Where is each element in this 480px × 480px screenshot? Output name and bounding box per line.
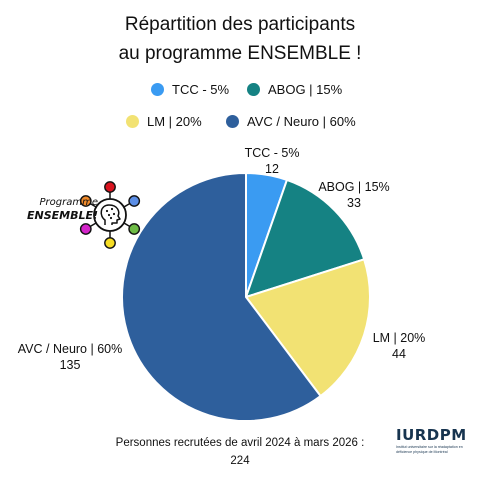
chart-title: Répartition des participants au programm… [0,10,480,68]
slice-label-tcc: TCC - 5% 12 [228,145,316,177]
slice-label-abog: ABOG | 15% 33 [304,179,404,211]
legend-label-tcc: TCC - 5% [172,82,230,97]
slice-label-lm-name: LM | 20% [372,331,426,345]
legend-label-avc: AVC / Neuro | 60% [247,114,356,129]
logo-brain-dot [107,213,111,217]
logo-node [104,237,116,249]
logo-node [79,223,92,235]
logo-brain-dot [105,209,109,213]
legend-item-avc: AVC / Neuro | 60% [226,114,356,129]
logo-node [128,195,141,207]
brand-subtitle: Institut universitaire sur la réadaptati… [396,445,463,454]
legend-swatch-avc [226,115,239,128]
legend-item-tcc: TCC - 5% [151,82,229,97]
program-logo [79,181,141,249]
legend-swatch-abog [247,83,260,96]
chart-title-line2: au programme ENSEMBLE ! [118,43,362,64]
legend-item-lm: LM | 20% [126,114,202,129]
slice-label-lm: LM | 20% 44 [362,330,436,362]
footer-line1: Personnes recrutées de avril 2024 à mars… [115,437,365,449]
logo-caption-line2: ENSEMBLE! [26,209,98,222]
legend-swatch-tcc [151,83,164,96]
logo-brain-dot [109,216,113,220]
legend-label-abog: ABOG | 15% [268,82,343,97]
slice-label-avc-name: AVC / Neuro | 60% [17,342,123,356]
slice-label-tcc-name: TCC - 5% [244,146,300,160]
pie-slices [121,171,371,422]
slice-label-avc: AVC / Neuro | 60% 135 [6,341,134,373]
logo-caption-line1: Programme [39,197,98,208]
logo-caption: Programme ENSEMBLE! [14,196,98,222]
slice-label-tcc-value: 12 [265,162,279,176]
slice-label-lm-value: 44 [392,347,406,361]
logo-node [104,181,116,193]
pie-slice-avc [121,171,322,422]
logo-brain-dot [112,212,116,216]
legend-swatch-lm [126,115,139,128]
slice-label-abog-value: 33 [347,196,361,210]
logo-node [79,195,92,207]
slice-label-avc-value: 135 [59,358,81,372]
footer-line2: 224 [230,455,250,467]
slice-label-abog-name: ABOG | 15% [318,180,390,194]
logo-node [128,223,141,235]
brand-name: IURDPM [396,426,467,444]
brand-logo: IURDPM Institut universitaire sur la réa… [396,426,472,454]
chart-title-line1: Répartition des participants [124,14,356,35]
legend-label-lm: LM | 20% [147,114,202,129]
head-network-icon [100,204,121,225]
pie-slice-lm [244,258,371,398]
logo-brain-dot [110,207,114,211]
legend-item-abog: ABOG | 15% [247,82,342,97]
footer-note: Personnes recrutées de avril 2024 à mars… [0,434,480,470]
